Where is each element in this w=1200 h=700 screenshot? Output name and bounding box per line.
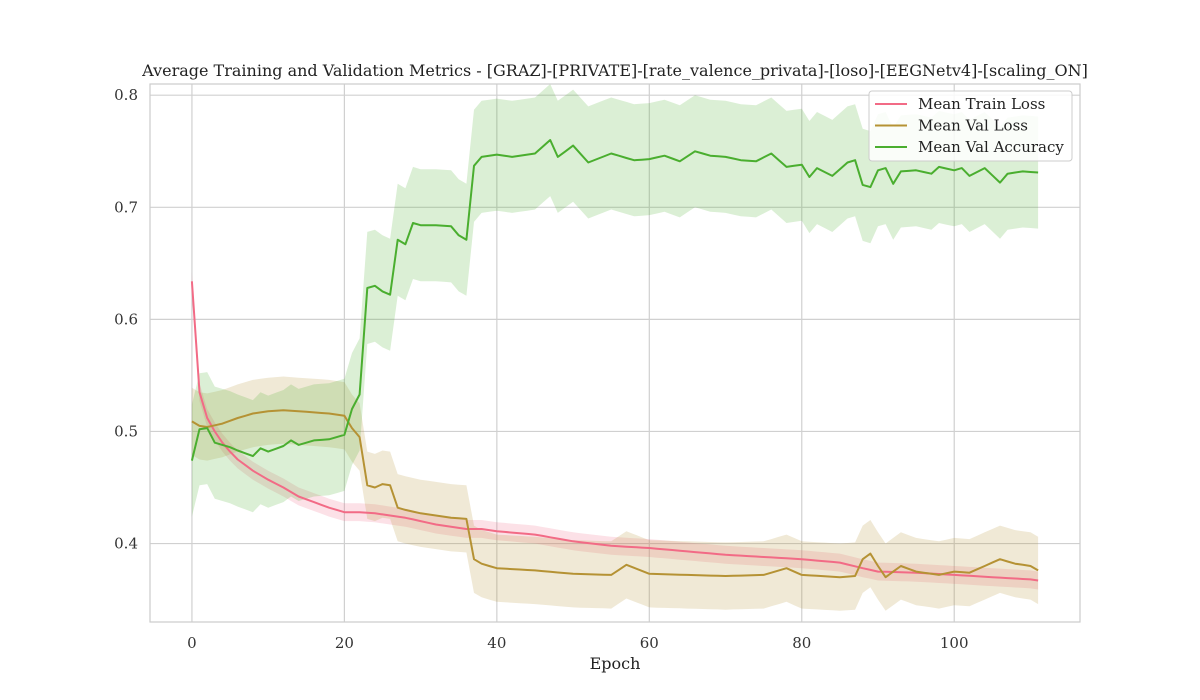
y-tick-label: 0.6	[114, 310, 138, 328]
series-line-1	[191, 409, 1039, 579]
y-tick-labels: 0.4 0.5 0.6 0.7 0.8	[114, 86, 138, 552]
x-tick-label: 80	[792, 634, 811, 652]
series-line-0	[190, 281, 1039, 582]
series-line-2	[190, 139, 1039, 461]
x-tick-label: 0	[187, 634, 197, 652]
legend-label: Mean Train Loss	[918, 95, 1045, 113]
legend: Mean Train Loss Mean Val Loss Mean Val Acc…	[868, 90, 1073, 162]
series-band-1	[191, 376, 1039, 611]
chart-title: Average Training and Validation Metrics …	[141, 61, 1088, 80]
x-tick-label: 100	[940, 634, 969, 652]
gridlines	[150, 84, 1080, 622]
x-tick-label: 60	[640, 634, 659, 652]
x-tick-label: 40	[487, 634, 506, 652]
legend-label: Mean Val Accuracy	[918, 138, 1064, 156]
legend-box	[868, 90, 1073, 162]
series-lines	[190, 139, 1039, 582]
y-tick-label: 0.8	[114, 86, 138, 104]
y-tick-label: 0.7	[114, 198, 138, 216]
y-tick-label: 0.5	[114, 422, 138, 440]
x-tick-labels: 0 20 40 60 80 100	[187, 634, 968, 652]
x-tick-label: 20	[335, 634, 354, 652]
legend-label: Mean Val Loss	[918, 117, 1028, 135]
series-band-2	[191, 84, 1039, 517]
plot-frame	[149, 83, 1081, 623]
confidence-bands	[191, 84, 1039, 611]
y-tick-label: 0.4	[114, 535, 138, 553]
x-axis-title: Epoch	[590, 654, 641, 673]
